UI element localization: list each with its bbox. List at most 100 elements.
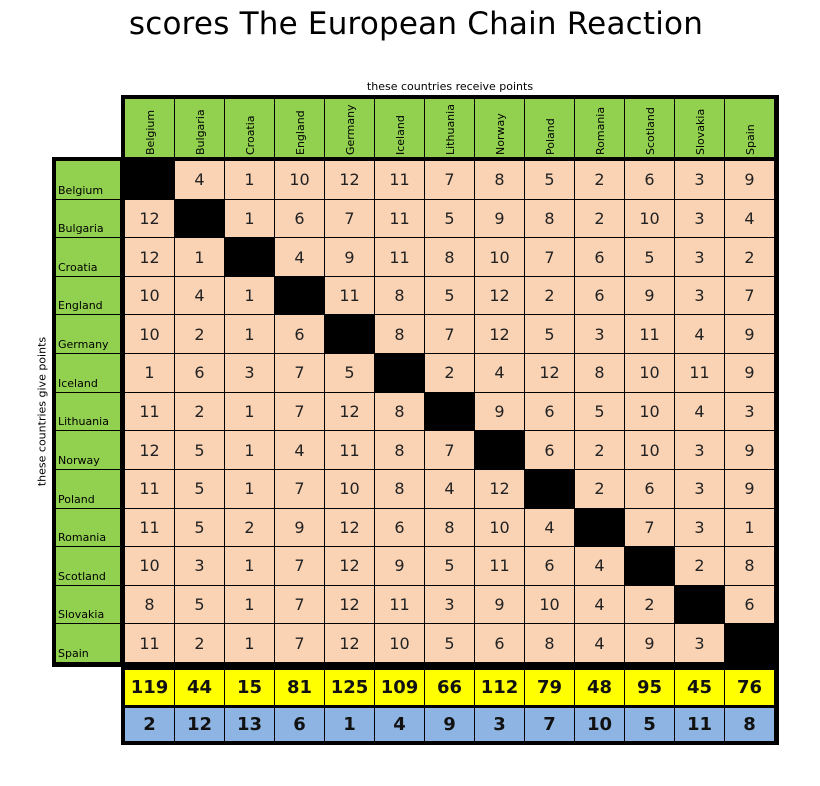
- column-header-spain: Spain: [725, 99, 774, 157]
- score-cell: 8: [375, 276, 424, 315]
- row-header-england: England: [56, 276, 120, 315]
- row-header-label: Romania: [58, 531, 107, 545]
- score-cell: 6: [525, 547, 574, 585]
- diagonal-cell: [475, 431, 524, 469]
- score-cell: 5: [425, 199, 474, 238]
- score-cell: 3: [675, 238, 724, 276]
- score-cell: 5: [325, 354, 374, 392]
- score-cell: 2: [575, 431, 624, 469]
- score-cell: 12: [325, 624, 374, 662]
- score-cell: 2: [175, 315, 224, 354]
- score-cell: 7: [275, 469, 324, 508]
- score-cell: 11: [375, 161, 424, 199]
- score-cell: 12: [125, 199, 174, 238]
- row-header-spain: Spain: [56, 624, 120, 662]
- total-points-cell: 48: [575, 670, 624, 705]
- column-header-iceland: Iceland: [375, 99, 424, 157]
- score-cell: 5: [425, 624, 474, 662]
- score-cell: 1: [225, 315, 274, 354]
- score-cell: 3: [725, 392, 774, 431]
- score-cell: 8: [375, 315, 424, 354]
- column-header-lithuania: Lithuania: [425, 99, 474, 157]
- score-cell: 4: [725, 199, 774, 238]
- diagonal-cell: [275, 276, 324, 315]
- rank-cell: 12: [175, 708, 224, 741]
- score-cell: 9: [725, 315, 774, 354]
- score-cell: 1: [725, 508, 774, 547]
- column-header-poland: Poland: [525, 99, 574, 157]
- score-cell: 9: [625, 276, 674, 315]
- score-cell: 12: [475, 276, 524, 315]
- total-points-cell: 112: [475, 670, 524, 705]
- diagonal-cell: [525, 469, 574, 508]
- score-cell: 2: [625, 585, 674, 624]
- score-cell: 6: [275, 199, 324, 238]
- row-header-label: Bulgaria: [58, 222, 104, 236]
- column-header-label: Slovakia: [693, 108, 707, 155]
- score-cell: 10: [475, 238, 524, 276]
- score-cell: 12: [325, 161, 374, 199]
- page-title: scores The European Chain Reaction: [128, 6, 704, 42]
- row-header-poland: Poland: [56, 469, 120, 508]
- score-cell: 4: [175, 161, 224, 199]
- score-cell: 11: [325, 276, 374, 315]
- column-header-label: Belgium: [143, 109, 157, 155]
- y-axis-caption: these countries give points: [35, 336, 49, 487]
- score-cell: 6: [525, 431, 574, 469]
- column-header-bulgaria: Bulgaria: [175, 99, 224, 157]
- score-cell: 4: [475, 354, 524, 392]
- column-header-label: Romania: [593, 106, 607, 155]
- score-cell: 6: [575, 276, 624, 315]
- score-cell: 1: [225, 585, 274, 624]
- rank-cell: 5: [625, 708, 674, 741]
- score-cell: 5: [525, 161, 574, 199]
- score-cell: 11: [375, 585, 424, 624]
- score-cell: 6: [725, 585, 774, 624]
- score-cell: 2: [175, 392, 224, 431]
- score-cell: 7: [725, 276, 774, 315]
- row-header-belgium: Belgium: [56, 161, 120, 199]
- diagonal-cell: [575, 508, 624, 547]
- score-cell: 5: [425, 276, 474, 315]
- score-cell: 8: [425, 508, 474, 547]
- rank-cell: 7: [525, 708, 574, 741]
- score-cell: 2: [525, 276, 574, 315]
- score-cell: 10: [625, 199, 674, 238]
- rank-cell: 2: [125, 708, 174, 741]
- total-points-cell: 119: [125, 670, 174, 705]
- score-cell: 6: [525, 392, 574, 431]
- score-cell: 6: [625, 161, 674, 199]
- score-cell: 8: [475, 161, 524, 199]
- row-header-label: England: [58, 299, 103, 313]
- column-header-label: Spain: [743, 124, 757, 155]
- rank-cell: 9: [425, 708, 474, 741]
- row-header-label: Slovakia: [58, 608, 105, 622]
- score-cell: 6: [575, 238, 624, 276]
- score-cell: 10: [125, 315, 174, 354]
- score-cell: 1: [125, 354, 174, 392]
- row-header-label: Scotland: [58, 569, 106, 583]
- score-cell: 4: [675, 392, 724, 431]
- total-points-cell: 125: [325, 670, 374, 705]
- score-cell: 1: [225, 624, 274, 662]
- score-cell: 9: [475, 199, 524, 238]
- row-header-romania: Romania: [56, 508, 120, 547]
- score-cell: 10: [475, 508, 524, 547]
- score-cell: 3: [675, 161, 724, 199]
- row-header-label: Norway: [58, 453, 100, 467]
- score-cell: 6: [475, 624, 524, 662]
- diagonal-cell: [725, 624, 774, 662]
- score-cell: 11: [675, 354, 724, 392]
- score-cell: 12: [475, 315, 524, 354]
- score-cell: 12: [325, 547, 374, 585]
- score-cell: 7: [325, 199, 374, 238]
- score-cell: 5: [625, 238, 674, 276]
- score-cell: 2: [425, 354, 474, 392]
- x-axis-caption: these countries receive points: [366, 80, 534, 93]
- score-cell: 5: [525, 315, 574, 354]
- total-points-cell: 109: [375, 670, 424, 705]
- column-header-slovakia: Slovakia: [675, 99, 724, 157]
- row-header-label: Spain: [58, 646, 89, 660]
- score-cell: 1: [175, 238, 224, 276]
- row-header-label: Iceland: [58, 376, 98, 390]
